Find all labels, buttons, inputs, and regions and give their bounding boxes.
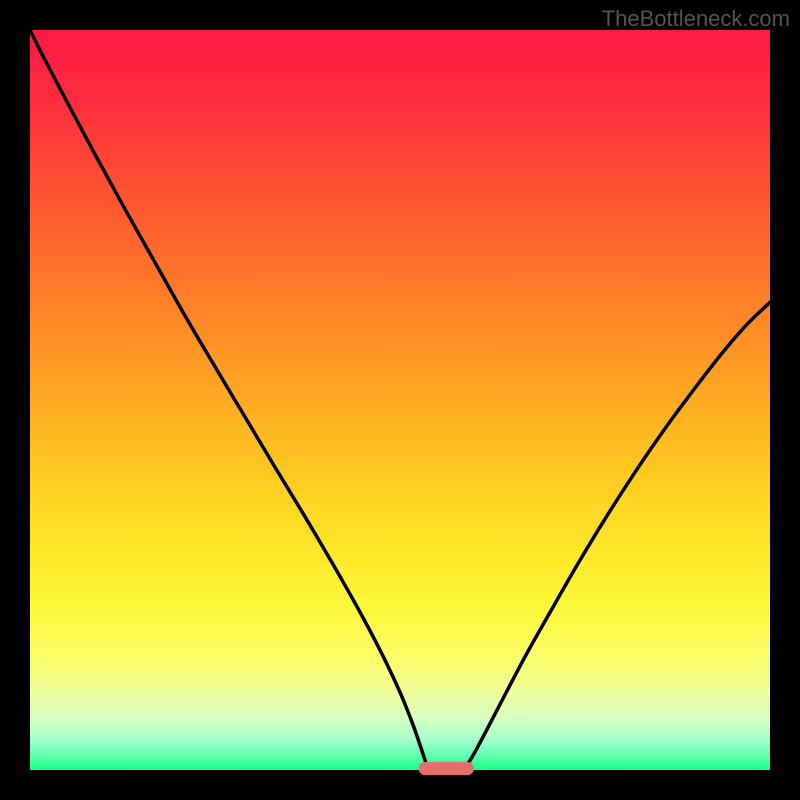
- plot-gradient-background: [30, 30, 770, 770]
- optimal-point-marker: [419, 762, 475, 775]
- chart-container: TheBottleneck.com: [0, 0, 800, 800]
- bottleneck-curve-chart: [0, 0, 800, 800]
